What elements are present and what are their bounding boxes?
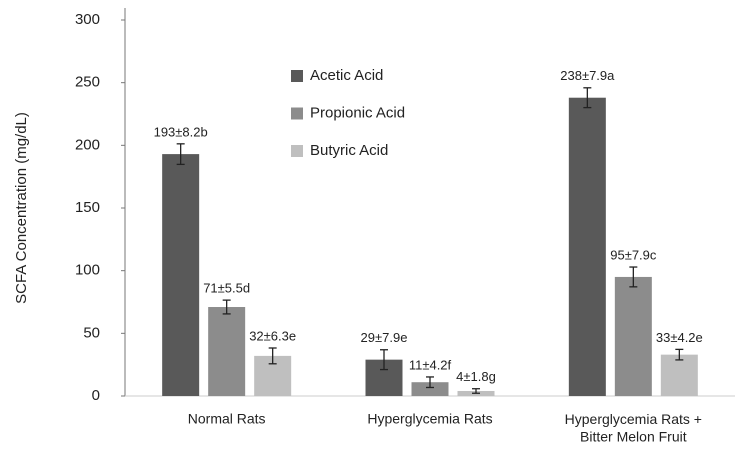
bar: [411, 382, 449, 396]
value-label: 4±1.8g: [456, 369, 496, 384]
bar: [208, 307, 246, 396]
bar: [614, 276, 652, 396]
legend-label: Propionic Acid: [310, 104, 405, 121]
legend-label: Butyric Acid: [310, 142, 388, 159]
error-bar: [629, 266, 638, 288]
bar: [162, 154, 200, 396]
value-label: 193±8.2b: [154, 124, 208, 139]
value-label: 33±4.2e: [656, 330, 703, 345]
x-tick-label: Normal Rats: [188, 411, 266, 427]
value-label: 71±5.5d: [203, 281, 250, 296]
error-bar: [583, 87, 592, 109]
value-label: 11±4.2f: [409, 357, 452, 372]
x-tick-label: Hyperglycemia Rats: [367, 411, 492, 427]
error-bar: [426, 376, 434, 389]
error-bar: [222, 299, 231, 315]
y-tick-label: 150: [75, 199, 100, 216]
error-bar: [472, 388, 480, 394]
value-label: 238±7.9a: [560, 68, 615, 83]
error-bar: [176, 143, 185, 166]
legend-label: Acetic Acid: [310, 67, 383, 84]
value-label: 32±6.3e: [249, 328, 296, 343]
y-tick-label: 250: [75, 74, 100, 91]
error-bar: [380, 349, 388, 371]
y-tick-label: 50: [83, 324, 100, 341]
legend-swatch: [291, 70, 303, 82]
value-label: 95±7.9c: [610, 247, 657, 262]
y-tick-label: 200: [75, 136, 100, 153]
y-axis-label: SCFA Concentration (mg/dL): [13, 112, 30, 304]
legend-swatch: [291, 107, 303, 120]
error-bar: [675, 348, 684, 361]
y-tick-label: 300: [75, 11, 100, 28]
x-tick-label: Hyperglycemia Rats + Bitter Melon Fruit: [565, 411, 702, 445]
y-tick-label: 100: [75, 262, 100, 279]
legend-swatch: [291, 145, 303, 157]
bar: [660, 354, 698, 396]
y-tick-label: 0: [92, 387, 100, 404]
value-label: 29±7.9e: [361, 330, 408, 345]
error-bar: [268, 347, 277, 365]
bar: [568, 97, 606, 396]
